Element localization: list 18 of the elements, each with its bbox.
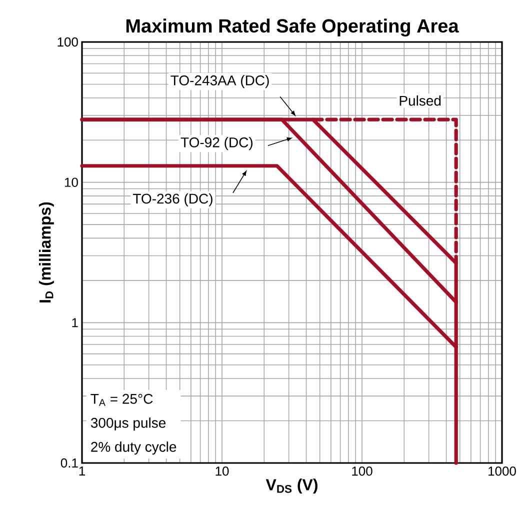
annotation: 2% duty cycle (91, 442, 176, 455)
y-tick-label: 0.1 (60, 458, 78, 468)
series-label: TO-92 (DC) (180, 137, 252, 150)
series-label: TO-236 (DC) (132, 193, 212, 206)
text: V$_{DS}$ (V) (266, 478, 318, 494)
y-tick-label: 1 (72, 318, 78, 328)
x-tick-label: 1 (79, 466, 85, 476)
x-tick-label: 1000 (488, 466, 516, 476)
text: I$_{D}$ (milliamps) (39, 202, 54, 302)
x-tick-label: 10 (216, 466, 229, 476)
annotation: 300μs pulse (90, 418, 166, 431)
series-label: Pulsed (400, 95, 441, 106)
x-tick-label: 100 (352, 466, 372, 476)
text: TO-243AA (DC) (170, 75, 269, 88)
y-tick-label: 100 (58, 37, 78, 47)
y-tick-label: 10 (64, 178, 78, 187)
chart-title: Maximum Rated Safe Operating Area (126, 18, 459, 36)
annotation: T$_{A}$ = 25°C (90, 394, 153, 406)
